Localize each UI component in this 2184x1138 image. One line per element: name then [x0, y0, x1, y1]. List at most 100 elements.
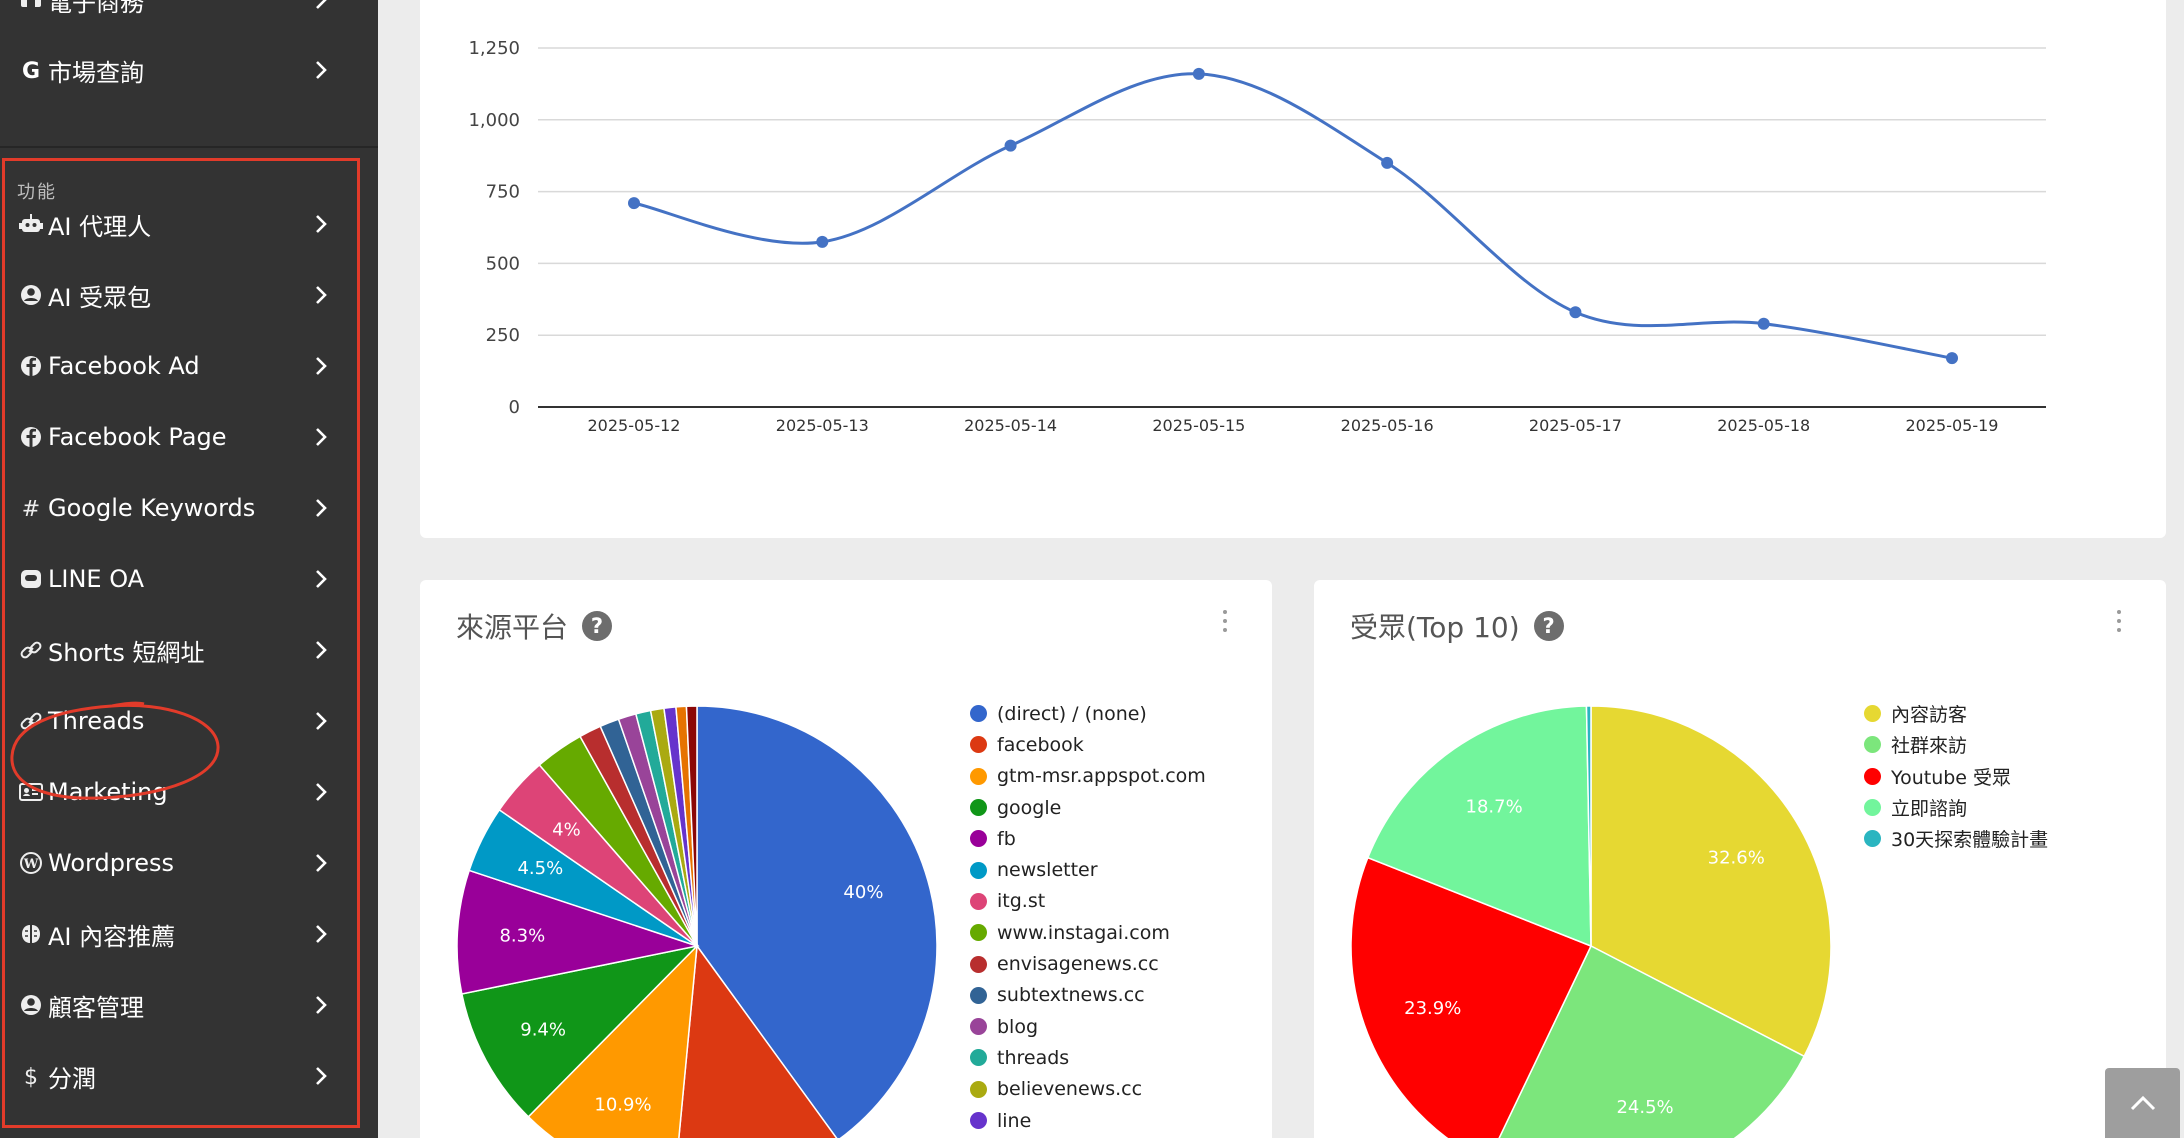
- legend-label: facebook: [997, 733, 1084, 756]
- data-point[interactable]: [1569, 306, 1582, 319]
- facebook-icon: [16, 351, 46, 381]
- legend-swatch: [1864, 799, 1881, 817]
- legend-item[interactable]: 立即諮詢: [1864, 792, 2048, 823]
- legend-item[interactable]: gtm-msr.appspot.com: [970, 761, 1206, 792]
- legend-swatch: [970, 1080, 987, 1098]
- chevron-right-icon: [316, 570, 327, 588]
- help-icon[interactable]: ?: [1533, 611, 1564, 641]
- sidebar-item-label: 電子商務: [48, 0, 144, 17]
- y-tick-label: 500: [486, 253, 520, 274]
- slice-data-label: 4.5%: [517, 858, 563, 879]
- google-icon: G: [16, 55, 46, 85]
- slice-data-label: 32.6%: [1708, 848, 1765, 869]
- legend-swatch: [1864, 830, 1881, 848]
- x-tick-label: 2025-05-14: [964, 416, 1057, 435]
- data-point[interactable]: [1381, 156, 1394, 169]
- legend-item[interactable]: believenews.cc: [970, 1074, 1206, 1105]
- legend-label: fb: [997, 827, 1016, 850]
- more-options-icon[interactable]: [1222, 610, 1228, 634]
- sidebar-item-1[interactable]: 電子商務: [0, 0, 360, 28]
- data-point[interactable]: [1946, 352, 1958, 365]
- sidebar-item-15[interactable]: $ 分潤: [0, 1048, 360, 1104]
- sidebar-item-7[interactable]: # Google Keywords: [0, 480, 360, 536]
- legend-swatch: [1864, 767, 1881, 785]
- legend-item[interactable]: facebook: [970, 729, 1206, 760]
- brain-icon: [16, 919, 46, 949]
- pie-slice[interactable]: [1585, 705, 1592, 947]
- legend-item[interactable]: 社群來訪: [1864, 729, 2048, 760]
- pie-slice[interactable]: [685, 705, 698, 947]
- sidebar-item-12[interactable]: W Wordpress: [0, 835, 360, 891]
- legend-label: envisagenews.cc: [997, 953, 1159, 976]
- chevron-right-icon: [316, 925, 327, 943]
- legend-swatch: [970, 924, 987, 942]
- more-options-icon[interactable]: [2116, 610, 2122, 634]
- pie-slice[interactable]: [674, 943, 838, 1138]
- sidebar: 功能 電子商務 G 市場查詢 AI 代理人 AI 受眾包 Facebook Ad Faceb…: [0, 0, 378, 1138]
- legend-label: line: [997, 1109, 1032, 1132]
- sidebar-item-label: Facebook Ad: [48, 352, 200, 380]
- legend-item[interactable]: envisagenews.cc: [970, 948, 1206, 979]
- legend-label: gtm-msr.appspot.com: [997, 765, 1206, 788]
- legend-item[interactable]: fb: [970, 823, 1206, 854]
- pie-slice[interactable]: [456, 869, 700, 995]
- x-tick-label: 2025-05-13: [776, 416, 869, 435]
- data-point[interactable]: [816, 235, 829, 248]
- data-point[interactable]: [1004, 139, 1017, 152]
- sidebar-item-13[interactable]: AI 內容推薦: [0, 906, 360, 962]
- help-icon[interactable]: ?: [582, 611, 613, 641]
- legend-item[interactable]: itg.st: [970, 886, 1206, 917]
- data-point[interactable]: [1757, 317, 1770, 330]
- legend-item[interactable]: 內容訪客: [1864, 698, 2048, 729]
- chevron-right-icon: [316, 1067, 327, 1085]
- legend-swatch: [970, 799, 987, 817]
- sidebar-item-11[interactable]: Marketing: [0, 764, 360, 820]
- legend-label: newsletter: [997, 859, 1098, 882]
- sidebar-item-2[interactable]: G 市場查詢: [0, 42, 360, 98]
- sidebar-item-4[interactable]: AI 受眾包: [0, 267, 360, 323]
- chevron-up-icon: [2130, 1095, 2155, 1111]
- data-point[interactable]: [628, 197, 640, 210]
- robot-icon: [16, 209, 46, 239]
- pie-slice[interactable]: [1487, 944, 1806, 1138]
- chevron-right-icon: [316, 428, 327, 446]
- sidebar-item-5[interactable]: Facebook Ad: [0, 338, 360, 394]
- sidebar-item-3[interactable]: AI 代理人: [0, 196, 360, 252]
- legend-item[interactable]: threads: [970, 1042, 1206, 1073]
- sidebar-item-label: 市場查詢: [48, 58, 144, 87]
- chevron-right-icon: [316, 499, 327, 517]
- legend-item[interactable]: blog: [970, 1011, 1206, 1042]
- legend-label: Youtube 受眾: [1891, 766, 2012, 789]
- legend-item[interactable]: line: [970, 1105, 1206, 1136]
- pie-slice[interactable]: [1350, 856, 1593, 1138]
- audience-card: 受眾(Top 10) ? 32.6% 24.5% 23.9% 18.7% 內容訪客 社群…: [1314, 580, 2166, 1138]
- data-point[interactable]: [1192, 67, 1205, 80]
- pie-slice[interactable]: [460, 944, 700, 1118]
- legend-item[interactable]: www.instagai.com: [970, 917, 1206, 948]
- source-legend: (direct) / (none) facebook gtm-msr.appspot…: [970, 698, 1206, 1136]
- sidebar-item-14[interactable]: 顧客管理: [0, 977, 360, 1033]
- pie-slice[interactable]: [696, 705, 938, 1138]
- sidebar-item-6[interactable]: Facebook Page: [0, 409, 360, 465]
- trend-line-chart: 0 250 500 750 1,000 1,250 2025-05-12 2025-05-13…: [468, 38, 2046, 435]
- chevron-right-icon: [316, 641, 327, 659]
- svg-text:W: W: [23, 857, 39, 872]
- legend-item[interactable]: (direct) / (none): [970, 698, 1206, 729]
- legend-item[interactable]: Youtube 受眾: [1864, 761, 2048, 792]
- scroll-to-top-button[interactable]: [2105, 1068, 2180, 1138]
- user-circle-icon: [16, 280, 46, 310]
- legend-item[interactable]: subtextnews.cc: [970, 980, 1206, 1011]
- slice-data-label: 24.5%: [1616, 1097, 1673, 1118]
- legend-item[interactable]: 30天探索體驗計畫: [1864, 823, 2048, 854]
- sidebar-item-10[interactable]: Threads: [0, 693, 360, 749]
- pie-slice[interactable]: [1366, 705, 1592, 948]
- legend-item[interactable]: newsletter: [970, 854, 1206, 885]
- pie-slice[interactable]: [1590, 705, 1832, 1058]
- pie-slice[interactable]: [527, 943, 698, 1138]
- legend-item[interactable]: google: [970, 792, 1206, 823]
- sidebar-item-8[interactable]: LINE OA: [0, 551, 360, 607]
- sidebar-item-9[interactable]: Shorts 短網址: [0, 622, 360, 678]
- x-tick-label: 2025-05-12: [588, 416, 681, 435]
- slice-data-label: 23.9%: [1404, 998, 1461, 1019]
- sidebar-divider: [0, 146, 378, 148]
